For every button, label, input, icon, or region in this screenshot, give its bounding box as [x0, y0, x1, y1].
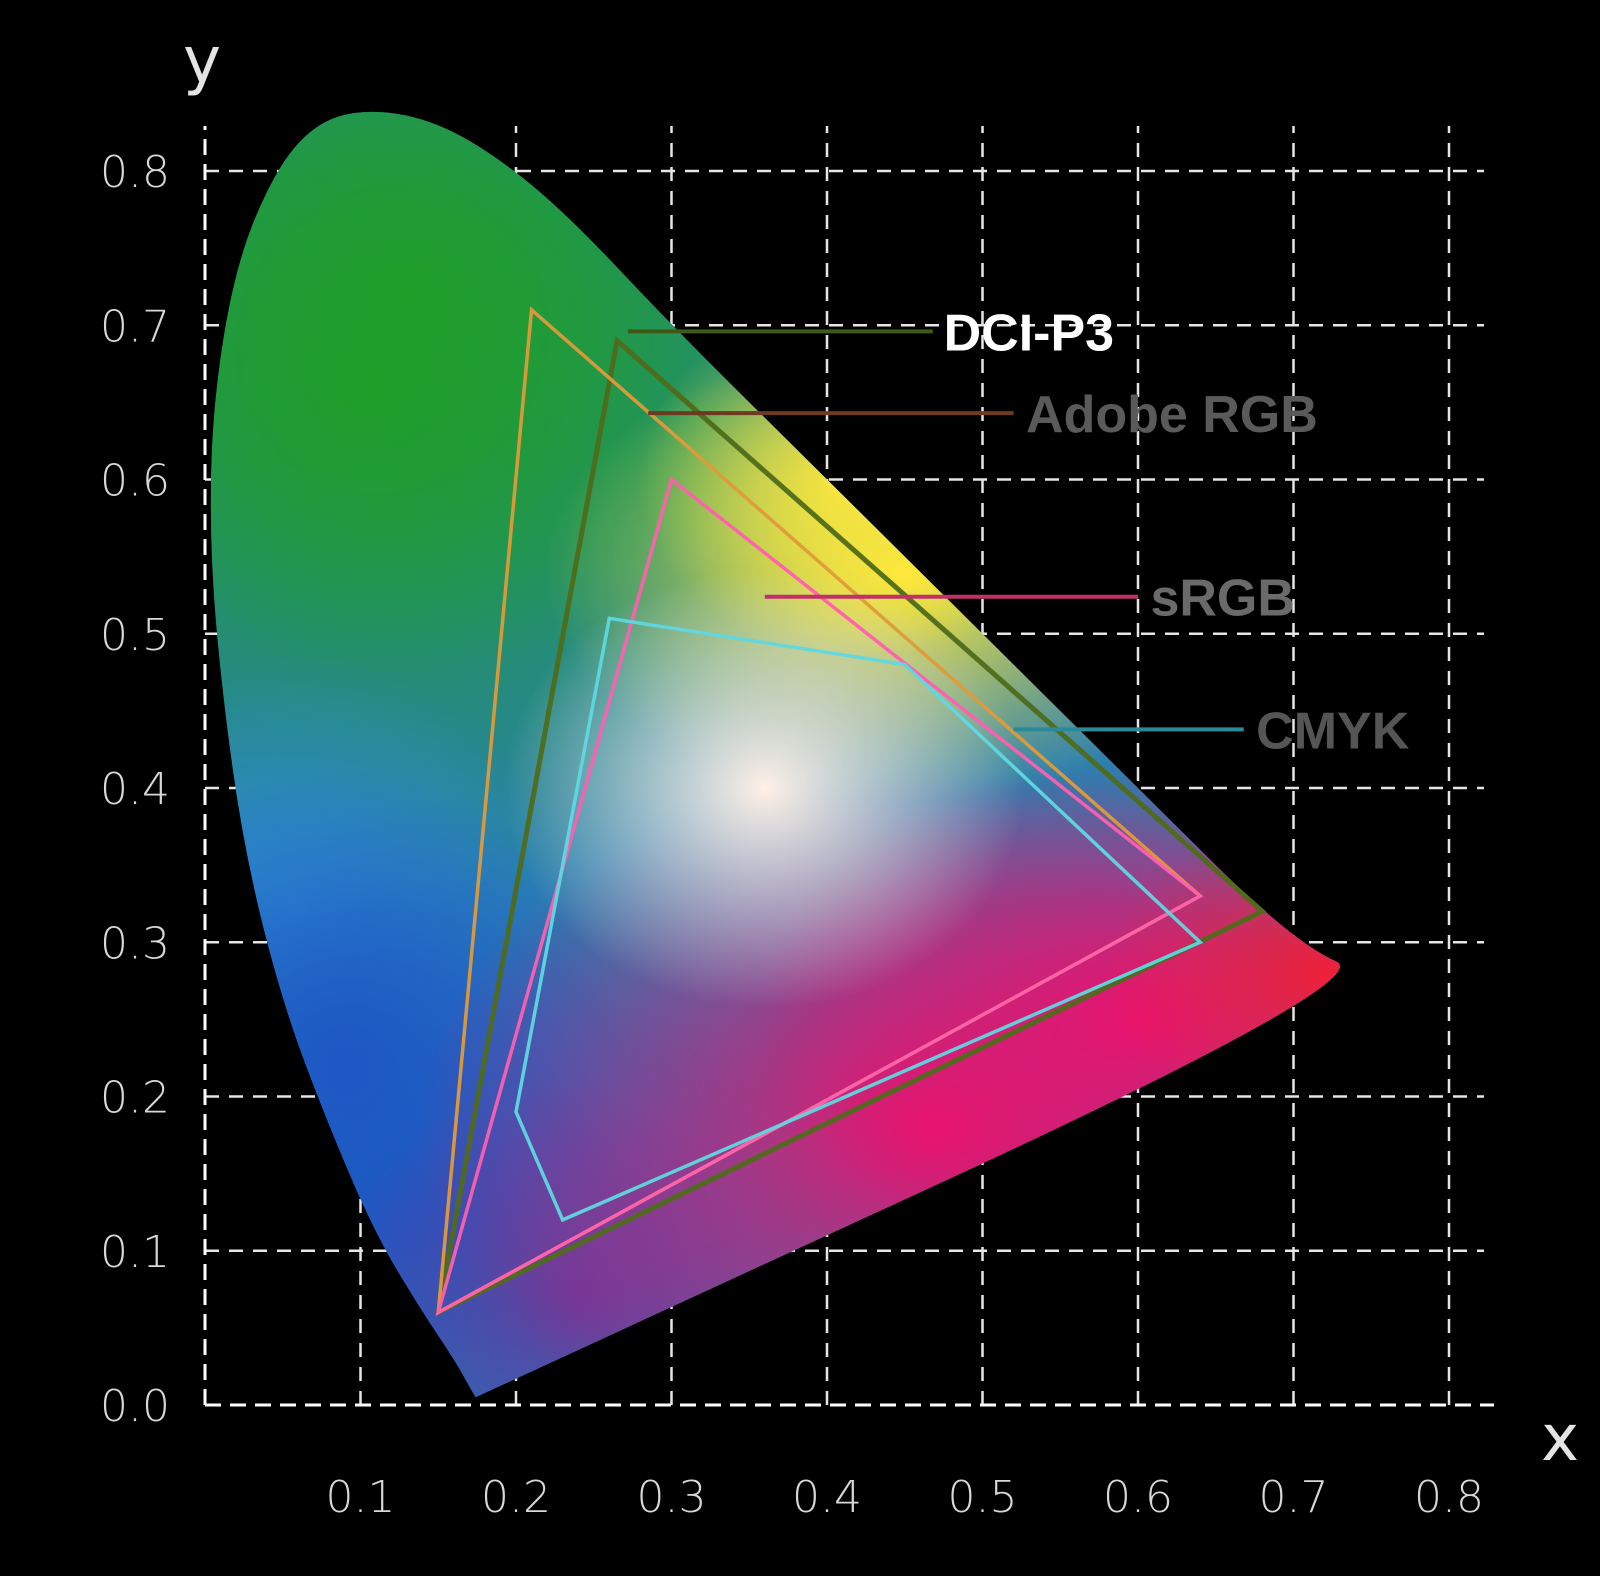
legend-label-adobe-rgb: Adobe RGB [1026, 386, 1318, 444]
y-tick-label: 0.7 [100, 301, 170, 352]
y-tick-label: 0.6 [100, 456, 170, 507]
gamut-triangles [434, 306, 1267, 1317]
legend-label-srgb: sRGB [1150, 570, 1294, 628]
x-tick-label: 0.8 [1414, 1472, 1484, 1523]
y-tick-label: 0.1 [100, 1227, 170, 1278]
y-tick-label: 0.0 [100, 1381, 170, 1432]
x-tick-label: 0.6 [1103, 1472, 1173, 1523]
gamut-cmyk [514, 616, 1204, 1223]
legend-label-dci-p3: DCI-P3 [944, 304, 1114, 362]
y-axis-label: y [183, 24, 221, 98]
legend-label-cmyk: CMYK [1256, 702, 1410, 760]
y-tick-label: 0.8 [100, 147, 170, 198]
y-tick-label: 0.4 [100, 764, 170, 815]
x-tick-label: 0.4 [792, 1472, 862, 1523]
y-tick-label: 0.3 [100, 918, 170, 969]
x-tick-label: 0.1 [326, 1472, 396, 1523]
x-tick-label: 0.7 [1259, 1472, 1329, 1523]
x-tick-label: 0.5 [948, 1472, 1018, 1523]
legend: DCI-P3 Adobe RGB sRGB CMYK [627, 304, 1410, 760]
tick-labels: 0.0 0.1 0.2 0.3 0.4 0.5 0.6 0.7 0.8 0.1 0.2 0.3 0.4 0… [100, 147, 1484, 1523]
y-tick-label: 0.2 [100, 1073, 170, 1124]
y-tick-label: 0.5 [100, 610, 170, 661]
x-tick-label: 0.3 [637, 1472, 707, 1523]
gamut-dci-p3 [434, 335, 1267, 1317]
gamut-srgb [435, 476, 1204, 1316]
x-tick-label: 0.2 [481, 1472, 551, 1523]
x-axis-label: x [1541, 1402, 1579, 1476]
